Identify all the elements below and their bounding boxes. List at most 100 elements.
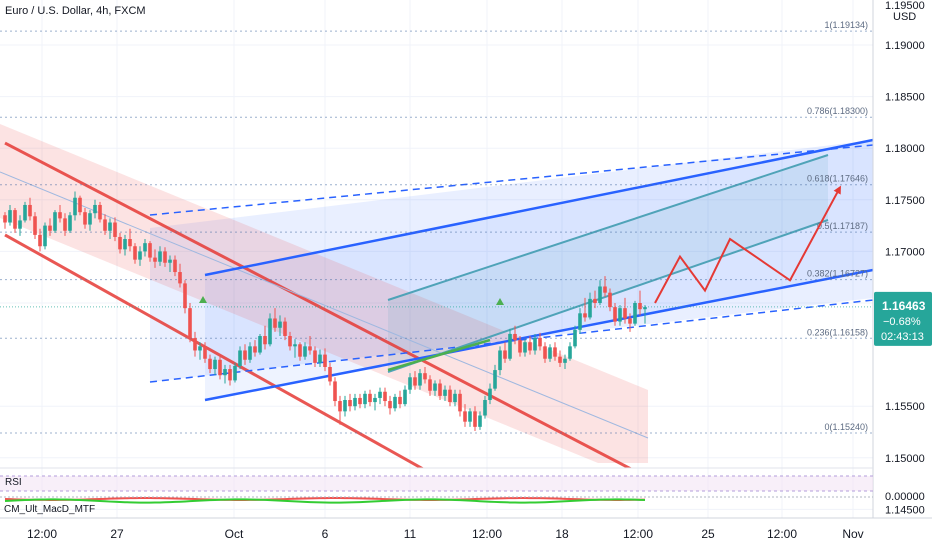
candle-56[interactable] <box>283 317 287 341</box>
candle-117[interactable] <box>588 292 592 320</box>
rsi-pane[interactable]: RSI <box>0 475 873 492</box>
candle-13[interactable] <box>68 212 72 233</box>
candle-63[interactable] <box>318 349 322 367</box>
descending-channel-region[interactable] <box>0 124 648 463</box>
candle-25[interactable] <box>128 228 132 252</box>
candle-44[interactable] <box>223 364 227 384</box>
candle-47[interactable] <box>238 346 242 370</box>
candle-34[interactable] <box>173 255 177 277</box>
candle-28[interactable] <box>143 239 147 257</box>
fib-retracement[interactable]: 1(1.19134) 0.786(1.18300) 0.618(1.17646) 0.… <box>0 20 873 434</box>
candle-14[interactable] <box>73 191 77 221</box>
ascending-channel-lower[interactable] <box>204 268 873 402</box>
candle-98[interactable] <box>493 364 497 391</box>
candle-37[interactable] <box>188 303 192 343</box>
candle-60[interactable] <box>303 342 307 360</box>
drawings-layer[interactable] <box>0 124 873 550</box>
projection-layer[interactable] <box>199 185 841 305</box>
candle-116[interactable] <box>583 297 587 322</box>
support-trendline[interactable] <box>387 338 491 372</box>
candle-97[interactable] <box>488 383 492 405</box>
candle-100[interactable] <box>503 342 507 363</box>
candle-20[interactable] <box>103 214 107 235</box>
candle-40[interactable] <box>203 342 207 363</box>
candle-107[interactable] <box>538 332 542 351</box>
candle-50[interactable] <box>253 340 257 357</box>
candle-29[interactable] <box>148 241 152 262</box>
candle-57[interactable] <box>288 331 292 351</box>
candle-4[interactable] <box>23 201 27 223</box>
inner-channel-upper[interactable] <box>387 154 829 301</box>
candle-111[interactable] <box>558 350 562 367</box>
candle-65[interactable] <box>328 362 332 386</box>
candle-36[interactable] <box>183 280 187 314</box>
candle-7[interactable] <box>38 228 42 252</box>
candle-0[interactable] <box>3 212 7 229</box>
candle-119[interactable] <box>598 280 602 306</box>
candle-55[interactable] <box>278 315 282 337</box>
candle-122[interactable] <box>613 303 617 326</box>
candle-110[interactable] <box>553 342 557 361</box>
candle-91[interactable] <box>458 389 462 417</box>
candle-76[interactable] <box>383 387 387 407</box>
candle-22[interactable] <box>113 217 117 242</box>
candle-125[interactable] <box>628 313 632 332</box>
candle-85[interactable] <box>428 375 432 396</box>
candle-41[interactable] <box>208 354 212 374</box>
inner-channel-lower[interactable] <box>387 219 829 373</box>
candle-106[interactable] <box>533 333 537 355</box>
candle-30[interactable] <box>153 249 157 268</box>
candle-31[interactable] <box>158 246 162 266</box>
candle-99[interactable] <box>498 346 502 376</box>
candle-77[interactable] <box>388 395 392 415</box>
candle-62[interactable] <box>313 346 317 367</box>
candle-73[interactable] <box>368 389 372 407</box>
macd-pane[interactable]: CM_Ult_MacD_MTF <box>0 496 873 515</box>
candle-49[interactable] <box>248 342 252 363</box>
candle-42[interactable] <box>213 356 217 376</box>
candle-32[interactable] <box>163 247 167 267</box>
candle-88[interactable] <box>443 385 447 402</box>
candle-2[interactable] <box>13 208 17 233</box>
candle-53[interactable] <box>268 313 272 347</box>
candle-35[interactable] <box>178 263 182 288</box>
candle-8[interactable] <box>43 222 47 250</box>
candle-12[interactable] <box>63 213 67 236</box>
candle-27[interactable] <box>138 246 142 266</box>
candle-39[interactable] <box>198 342 202 360</box>
candle-89[interactable] <box>448 385 452 407</box>
candle-120[interactable] <box>603 276 607 297</box>
candle-10[interactable] <box>53 210 57 233</box>
candle-124[interactable] <box>623 297 627 324</box>
candle-6[interactable] <box>33 212 37 240</box>
candle-58[interactable] <box>293 339 297 358</box>
candle-17[interactable] <box>88 210 92 231</box>
candle-126[interactable] <box>633 300 637 326</box>
candle-69[interactable] <box>348 393 352 412</box>
descending-channel-lower[interactable] <box>4 233 615 550</box>
candle-19[interactable] <box>98 201 102 223</box>
candle-43[interactable] <box>218 356 222 380</box>
candle-94[interactable] <box>473 406 477 431</box>
candle-51[interactable] <box>258 333 262 355</box>
candle-21[interactable] <box>108 218 112 240</box>
candle-66[interactable] <box>333 377 337 407</box>
candle-16[interactable] <box>83 208 87 229</box>
candle-103[interactable] <box>518 336 522 357</box>
candle-38[interactable] <box>193 331 197 357</box>
candle-64[interactable] <box>323 348 327 372</box>
candle-118[interactable] <box>593 290 597 309</box>
candle-45[interactable] <box>228 364 232 386</box>
candlestick-series[interactable] <box>3 191 647 431</box>
candle-127[interactable] <box>638 290 642 316</box>
descending-channel-mid[interactable] <box>0 171 649 439</box>
candle-67[interactable] <box>338 395 342 425</box>
candle-83[interactable] <box>418 369 422 390</box>
candle-72[interactable] <box>363 390 367 409</box>
candle-1[interactable] <box>8 204 12 226</box>
candle-18[interactable] <box>93 199 97 219</box>
ascending-outer-upper[interactable] <box>149 144 873 216</box>
candle-105[interactable] <box>528 336 532 355</box>
projection-path[interactable] <box>654 185 841 304</box>
candle-108[interactable] <box>543 342 547 363</box>
